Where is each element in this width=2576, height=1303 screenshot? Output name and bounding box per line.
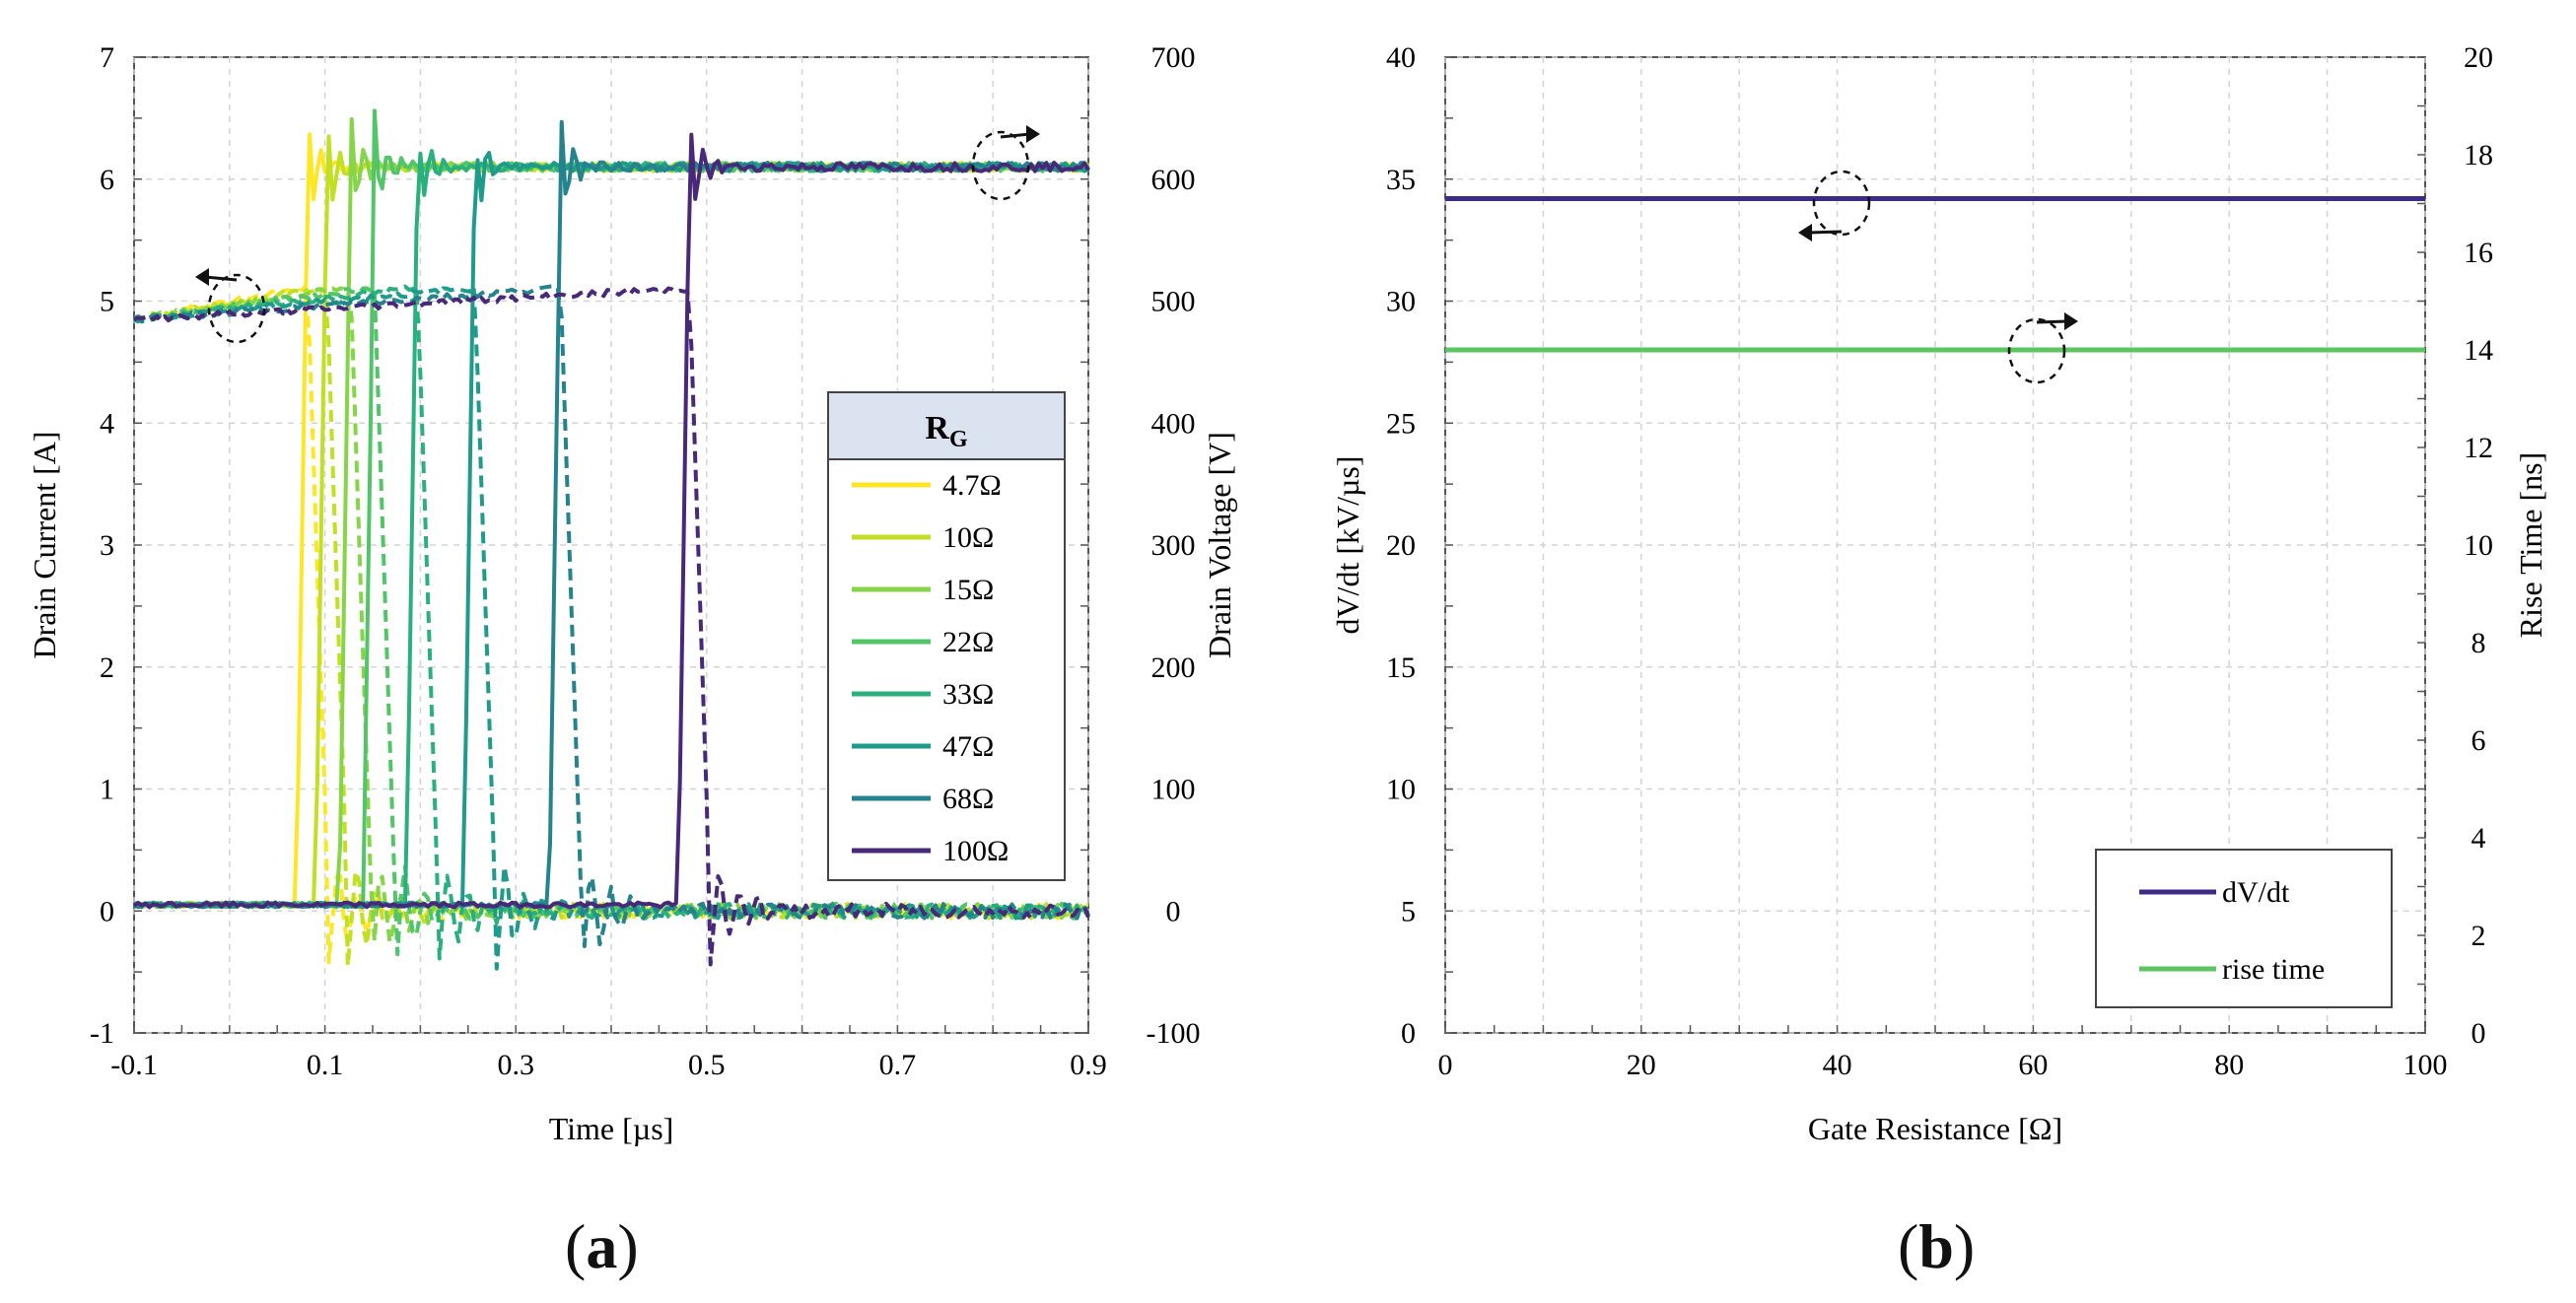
y-tick-label: 5 bbox=[100, 286, 114, 318]
y-tick-label: 35 bbox=[1386, 164, 1416, 196]
y-tick-label: 25 bbox=[1386, 407, 1416, 440]
y2-tick-label: 0 bbox=[2472, 1017, 2486, 1050]
panel-a-right-axis-indicator bbox=[971, 125, 1040, 201]
panel-a-y2-axis-label: Drain Voltage [V] bbox=[1202, 432, 1237, 658]
legend-label: 68Ω bbox=[942, 783, 994, 815]
legend-label: 4.7Ω bbox=[942, 469, 1002, 502]
legend-title: RG bbox=[925, 410, 968, 452]
y2-tick-label: -100 bbox=[1147, 1017, 1201, 1050]
legend-label: 10Ω bbox=[942, 521, 994, 554]
panel-b-left-axis-indicator bbox=[1798, 170, 1871, 241]
y-tick-label: 7 bbox=[100, 41, 114, 74]
legend-label: dV/dt bbox=[2222, 876, 2290, 909]
y2-tick-label: 500 bbox=[1151, 286, 1196, 318]
y-tick-label: 6 bbox=[100, 164, 114, 196]
x-tick-label: 0 bbox=[1438, 1049, 1453, 1081]
y-tick-label: 40 bbox=[1386, 41, 1416, 74]
y-tick-label: 3 bbox=[100, 529, 114, 562]
y-tick-label: -1 bbox=[90, 1017, 114, 1050]
panel-b-y-axis-label: dV/dt [kV/µs] bbox=[1330, 455, 1365, 634]
panel-b-legend: dV/dt rise time bbox=[2095, 849, 2393, 1008]
y-tick-label: 0 bbox=[100, 895, 114, 927]
panel-a-legend: RG 4.7Ω 10Ω 15Ω 22Ω 33Ω 47Ω 68Ω 100Ω bbox=[827, 391, 1066, 881]
x-tick-label: 0.9 bbox=[1070, 1049, 1107, 1081]
y2-tick-label: 20 bbox=[2464, 41, 2493, 74]
y-tick-label: 2 bbox=[100, 652, 114, 684]
caption-a: (a) bbox=[565, 1211, 639, 1281]
y-tick-label: 0 bbox=[1401, 1017, 1416, 1050]
x-tick-label: 40 bbox=[1823, 1049, 1852, 1081]
y2-tick-label: 600 bbox=[1151, 164, 1196, 196]
panel-a-y-axis-label: Drain Current [A] bbox=[27, 431, 62, 658]
x-tick-label: 0.5 bbox=[688, 1049, 726, 1081]
y2-tick-label: 4 bbox=[2472, 822, 2486, 855]
x-tick-label: -0.1 bbox=[110, 1049, 158, 1081]
panel-a-series bbox=[132, 108, 1090, 971]
legend-label: 47Ω bbox=[942, 730, 994, 763]
y2-tick-label: 2 bbox=[2472, 920, 2486, 952]
y2-tick-label: 700 bbox=[1151, 41, 1196, 74]
current-curve bbox=[133, 286, 1090, 967]
legend-label: 22Ω bbox=[942, 626, 994, 658]
y-tick-label: 30 bbox=[1386, 286, 1416, 318]
y2-tick-label: 100 bbox=[1151, 774, 1196, 806]
panel-b-right-axis-indicator bbox=[2007, 312, 2078, 384]
y2-tick-label: 12 bbox=[2464, 432, 2493, 464]
x-tick-label: 60 bbox=[2018, 1049, 2048, 1081]
panel-a-left-axis-indicator bbox=[195, 268, 266, 344]
current-curve bbox=[133, 284, 1089, 948]
y2-tick-label: 14 bbox=[2464, 334, 2493, 367]
x-tick-label: 0.7 bbox=[879, 1049, 917, 1081]
y-tick-label: 10 bbox=[1386, 774, 1416, 806]
x-tick-label: 100 bbox=[2403, 1049, 2448, 1081]
caption-b: (b) bbox=[1898, 1211, 1976, 1281]
x-tick-label: 80 bbox=[2214, 1049, 2244, 1081]
y2-tick-label: 0 bbox=[1166, 895, 1181, 927]
panel-a-x-axis-label: Time [µs] bbox=[549, 1111, 674, 1146]
panel-b-x-axis-label: Gate Resistance [Ω] bbox=[1808, 1111, 2062, 1146]
y-tick-label: 20 bbox=[1386, 529, 1416, 562]
y2-tick-label: 200 bbox=[1151, 652, 1196, 684]
current-curve bbox=[132, 284, 1090, 961]
voltage-curve bbox=[132, 132, 1090, 910]
y2-tick-label: 8 bbox=[2472, 627, 2486, 659]
panel-b-ticks: 0 20 40 60 80 100 0 5 10 15 20 25 30 35 40 0 2 4 6 8 10 12 14 1… bbox=[1386, 41, 2493, 1081]
panel-b-series bbox=[1445, 196, 2425, 353]
panel-a-axis-labels: Time [µs] Drain Current [A] Drain Voltag… bbox=[27, 431, 1237, 1146]
y-tick-label: 1 bbox=[100, 774, 114, 806]
y2-tick-label: 18 bbox=[2464, 139, 2493, 171]
y2-tick-label: 16 bbox=[2464, 237, 2493, 269]
panel-b-axis-labels: Gate Resistance [Ω] dV/dt [kV/µs] Rise T… bbox=[1330, 452, 2548, 1146]
panel-a-ticks: -0.1 0.1 0.3 0.5 0.7 0.9 -1 0 1 2 3 4 5 6 7 -100 0 100 200… bbox=[90, 41, 1201, 1081]
current-curve bbox=[133, 285, 1089, 969]
y2-tick-label: 6 bbox=[2472, 724, 2486, 757]
panel-b-chart: 0 20 40 60 80 100 0 5 10 15 20 25 30 35 40 0 2 4 6 8 10 12 14 1… bbox=[1330, 41, 2548, 1146]
x-tick-label: 0.3 bbox=[497, 1049, 534, 1081]
panel-b-y2-axis-label: Rise Time [ns] bbox=[2513, 452, 2548, 638]
panel-a-chart: -0.1 0.1 0.3 0.5 0.7 0.9 -1 0 1 2 3 4 5 6 7 -100 0 100 200… bbox=[27, 41, 1237, 1146]
y-tick-label: 5 bbox=[1401, 895, 1416, 927]
legend-label: 33Ω bbox=[942, 678, 994, 711]
y2-tick-label: 400 bbox=[1151, 407, 1196, 440]
legend-label: 100Ω bbox=[942, 835, 1009, 867]
y-tick-label: 15 bbox=[1386, 652, 1416, 684]
y2-tick-label: 10 bbox=[2464, 529, 2493, 562]
y2-tick-label: 300 bbox=[1151, 529, 1196, 562]
legend-label: 15Ω bbox=[942, 574, 994, 606]
x-tick-label: 20 bbox=[1627, 1049, 1656, 1081]
legend-label: rise time bbox=[2222, 953, 2325, 986]
x-tick-label: 0.1 bbox=[307, 1049, 344, 1081]
y-tick-label: 4 bbox=[100, 407, 114, 440]
current-curve bbox=[132, 286, 1090, 957]
